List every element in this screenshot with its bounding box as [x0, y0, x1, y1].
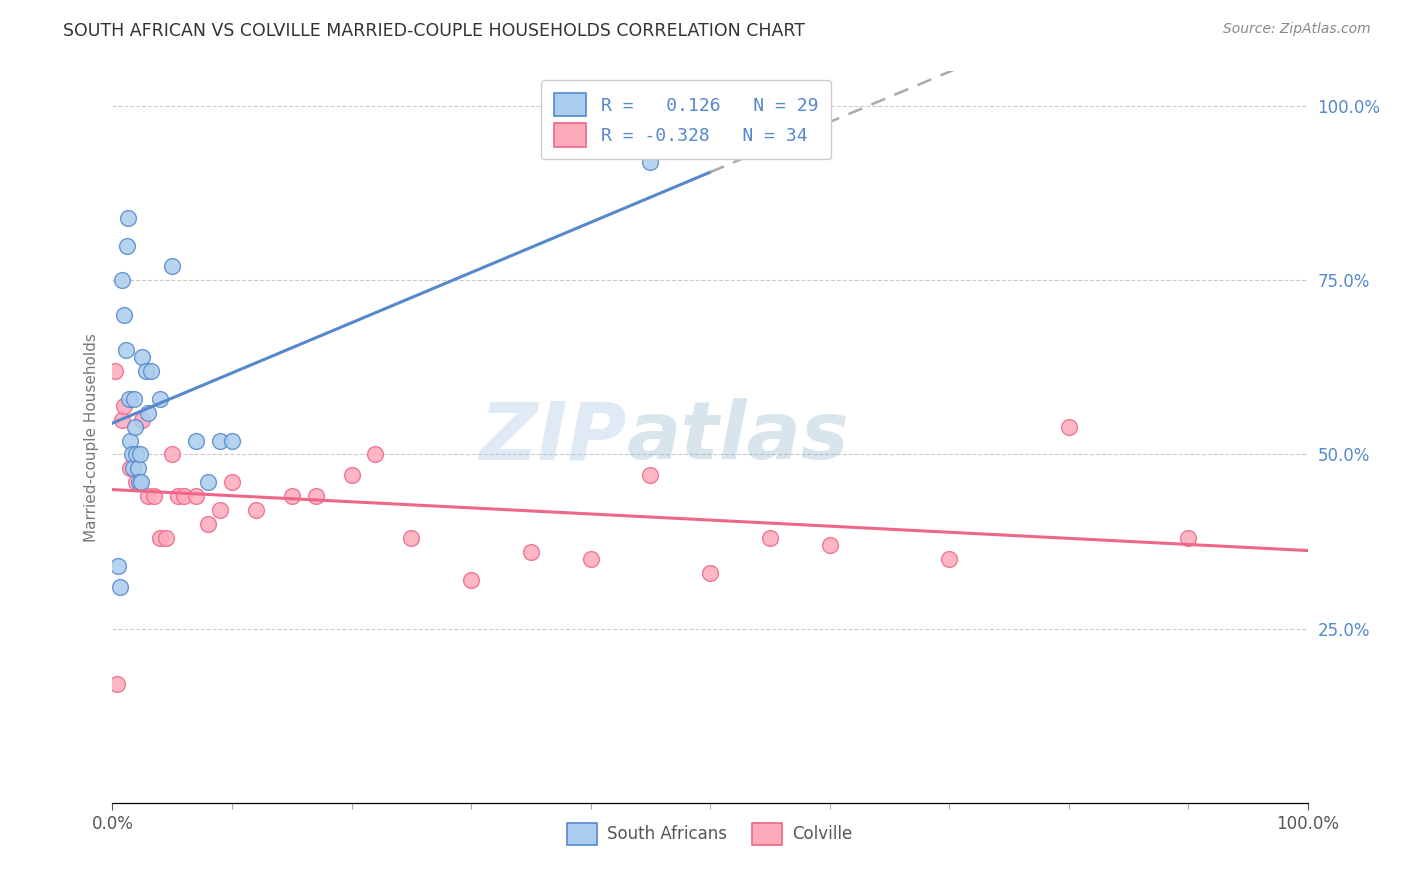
- Point: [120, 461, 142, 475]
- Point: [121, 448, 143, 462]
- Text: ZIP: ZIP: [479, 398, 627, 476]
- Point: [209, 434, 232, 448]
- Point: [117, 211, 139, 225]
- Point: [209, 503, 232, 517]
- Point: [640, 468, 662, 483]
- Point: [1177, 531, 1199, 545]
- Point: [138, 489, 160, 503]
- Point: [128, 475, 150, 490]
- Point: [460, 573, 482, 587]
- Point: [122, 392, 145, 406]
- Point: [162, 260, 183, 274]
- Point: [121, 461, 143, 475]
- Point: [167, 489, 190, 503]
- Point: [111, 273, 134, 287]
- Point: [111, 412, 134, 426]
- Point: [281, 489, 304, 503]
- Point: [759, 531, 782, 545]
- Point: [699, 566, 721, 580]
- Legend: South Africans, Colville: South Africans, Colville: [560, 815, 860, 853]
- Point: [138, 406, 160, 420]
- Text: atlas: atlas: [627, 398, 849, 476]
- Point: [340, 468, 363, 483]
- Point: [131, 412, 153, 426]
- Point: [120, 434, 142, 448]
- Point: [401, 531, 423, 545]
- Point: [1057, 419, 1080, 434]
- Point: [149, 531, 172, 545]
- Point: [125, 475, 148, 490]
- Point: [135, 364, 157, 378]
- Point: [129, 448, 152, 462]
- Point: [118, 392, 141, 406]
- Point: [131, 350, 153, 364]
- Text: SOUTH AFRICAN VS COLVILLE MARRIED-COUPLE HOUSEHOLDS CORRELATION CHART: SOUTH AFRICAN VS COLVILLE MARRIED-COUPLE…: [63, 22, 806, 40]
- Point: [139, 364, 162, 378]
- Point: [104, 364, 127, 378]
- Point: [197, 475, 219, 490]
- Point: [173, 489, 195, 503]
- Point: [162, 448, 183, 462]
- Point: [245, 503, 267, 517]
- Point: [105, 677, 128, 691]
- Point: [197, 517, 219, 532]
- Point: [149, 392, 172, 406]
- Point: [818, 538, 841, 552]
- Point: [129, 475, 152, 490]
- Point: [114, 308, 135, 322]
- Point: [124, 419, 146, 434]
- Point: [221, 434, 243, 448]
- Point: [186, 489, 208, 503]
- Point: [114, 343, 136, 357]
- Point: [108, 580, 131, 594]
- Point: [143, 489, 166, 503]
- Point: [520, 545, 543, 559]
- Point: [127, 461, 149, 475]
- Point: [125, 448, 148, 462]
- Point: [640, 155, 662, 169]
- Y-axis label: Married-couple Households: Married-couple Households: [83, 333, 98, 541]
- Point: [114, 399, 135, 413]
- Point: [155, 531, 177, 545]
- Point: [364, 448, 387, 462]
- Point: [186, 434, 208, 448]
- Point: [938, 552, 960, 566]
- Point: [579, 552, 602, 566]
- Text: Source: ZipAtlas.com: Source: ZipAtlas.com: [1223, 22, 1371, 37]
- Point: [305, 489, 328, 503]
- Point: [115, 238, 138, 252]
- Point: [221, 475, 243, 490]
- Point: [107, 558, 129, 573]
